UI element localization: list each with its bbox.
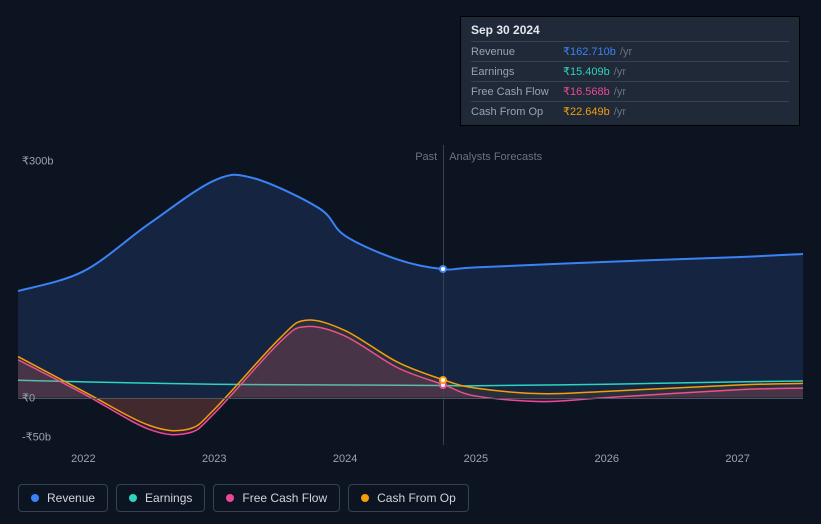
x-tick-label: 2022 (71, 453, 95, 465)
tooltip-title: Sep 30 2024 (471, 23, 789, 41)
tooltip-unit: /yr (614, 86, 626, 98)
tooltip-value: ₹22.649b (563, 105, 610, 118)
legend-label: Earnings (145, 491, 192, 505)
tooltip-body: Revenue₹162.710b/yrEarnings₹15.409b/yrFr… (471, 41, 789, 121)
forecast-region-label: Analysts Forecasts (449, 151, 542, 163)
tooltip-unit: /yr (614, 106, 626, 118)
tooltip-value: ₹16.568b (563, 85, 610, 98)
past-region-label: Past (415, 151, 437, 163)
y-tick-label: -₹50b (22, 431, 51, 444)
chart-legend: Revenue Earnings Free Cash Flow Cash From O… (18, 484, 469, 512)
tooltip-key: Cash From Op (471, 106, 563, 118)
x-tick-label: 2025 (464, 453, 488, 465)
legend-item-revenue[interactable]: Revenue (18, 484, 108, 512)
tooltip-row: Earnings₹15.409b/yr (471, 61, 789, 81)
tooltip-key: Earnings (471, 66, 563, 78)
x-tick-label: 2027 (725, 453, 749, 465)
tooltip-value: ₹15.409b (563, 65, 610, 78)
y-zero-baseline (18, 398, 803, 399)
x-tick-label: 2023 (202, 453, 226, 465)
tooltip-key: Free Cash Flow (471, 86, 563, 98)
tooltip-row: Revenue₹162.710b/yr (471, 41, 789, 61)
legend-item-earnings[interactable]: Earnings (116, 484, 205, 512)
y-tick-label: ₹0 (22, 391, 35, 404)
legend-item-fcf[interactable]: Free Cash Flow (213, 484, 340, 512)
tooltip-row: Free Cash Flow₹16.568b/yr (471, 81, 789, 101)
x-tick-label: 2026 (595, 453, 619, 465)
tooltip-unit: /yr (614, 66, 626, 78)
chart-tooltip: Sep 30 2024 Revenue₹162.710b/yrEarnings₹… (460, 16, 800, 126)
tooltip-row: Cash From Op₹22.649b/yr (471, 101, 789, 121)
legend-label: Free Cash Flow (242, 491, 327, 505)
legend-dot-icon (226, 494, 234, 502)
revenue-marker (439, 265, 447, 273)
revenue-area (18, 175, 803, 398)
legend-item-cfo[interactable]: Cash From Op (348, 484, 469, 512)
tooltip-unit: /yr (620, 46, 632, 58)
y-tick-label: ₹300b (22, 154, 53, 167)
legend-label: Cash From Op (377, 491, 456, 505)
cfo-marker (439, 376, 447, 384)
tooltip-value: ₹162.710b (563, 45, 616, 58)
legend-dot-icon (361, 494, 369, 502)
legend-label: Revenue (47, 491, 95, 505)
forecast-divider (443, 145, 444, 445)
legend-dot-icon (129, 494, 137, 502)
x-tick-label: 2024 (333, 453, 357, 465)
legend-dot-icon (31, 494, 39, 502)
tooltip-key: Revenue (471, 46, 563, 58)
